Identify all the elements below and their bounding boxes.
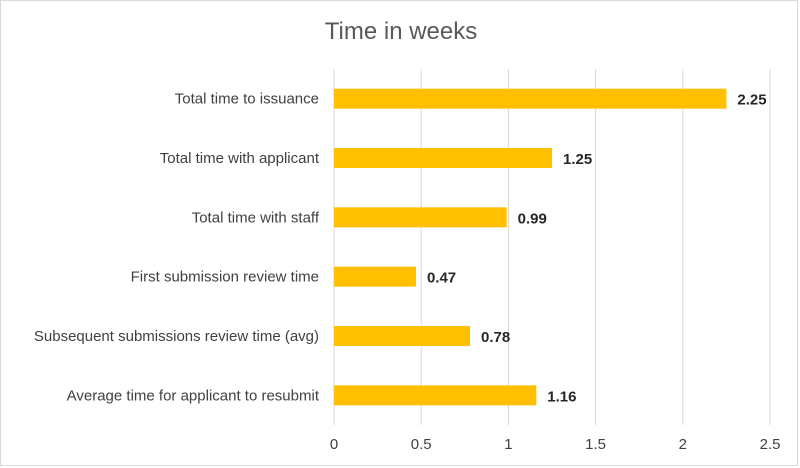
bars [334,88,727,406]
category-label: Average time for applicant to resubmit [67,387,320,404]
chart-title: Time in weeks [325,18,477,45]
bar [334,385,537,406]
category-label: First submission review time [131,269,319,286]
data-label: 2.25 [737,92,766,109]
data-label: 1.25 [563,151,592,168]
x-tick-label: 1 [504,436,512,453]
category-label: Total time with applicant [160,150,320,167]
category-label: Subsequent submissions review time (avg) [34,328,319,345]
category-label: Total time with staff [192,209,320,226]
data-label: 0.78 [481,329,510,346]
data-labels: 2.25 1.25 0.99 0.47 0.78 1.16 [427,92,767,406]
bar [334,326,471,346]
x-axis-tick-labels: 0 0.5 1 1.5 2 2.5 [330,436,781,453]
category-label: Total time to issuance [175,91,319,108]
bar [334,207,507,228]
x-tick-label: 2.5 [760,436,781,453]
bar [334,266,416,287]
data-label: 0.47 [427,270,456,287]
x-tick-label: 1.5 [585,436,606,453]
x-tick-label: 0 [330,436,338,453]
bar [334,88,727,109]
gridlines [333,69,771,425]
data-label: 0.99 [518,210,547,227]
data-label: 1.16 [547,388,576,405]
category-labels: Total time to issuance Total time with ap… [34,91,320,405]
bar [334,148,552,168]
x-tick-label: 0.5 [411,436,432,453]
x-tick-label: 2 [679,436,687,453]
